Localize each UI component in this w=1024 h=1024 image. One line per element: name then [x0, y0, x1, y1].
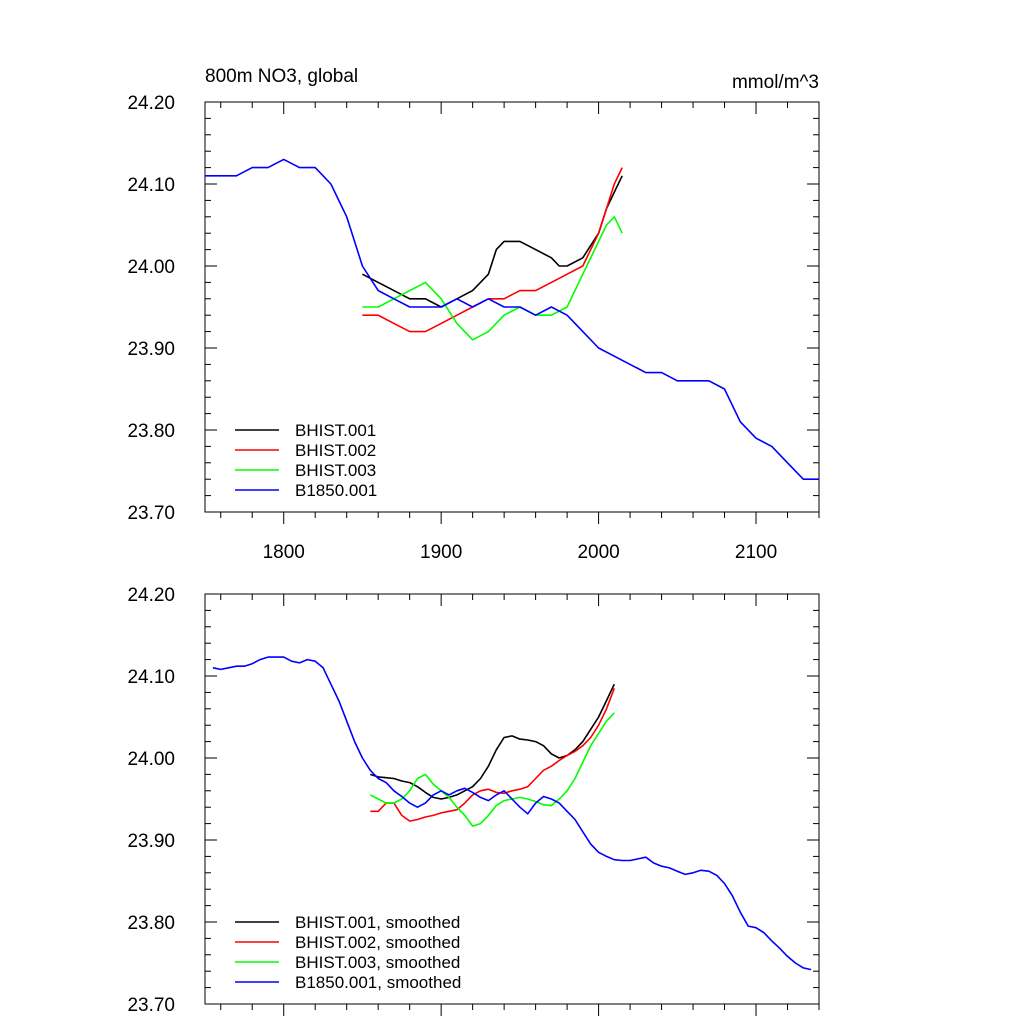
series-line-1 — [370, 688, 616, 822]
y-tick-label: 24.00 — [127, 257, 175, 278]
y-tick-label: 23.80 — [127, 421, 175, 442]
legend-label-2: BHIST.003 — [295, 461, 376, 480]
series-group — [205, 158, 819, 481]
plot-frame — [204, 593, 820, 1005]
units-label: mmol/m^3 — [732, 72, 819, 93]
y-tick-label: 23.80 — [127, 913, 175, 934]
series-line-2 — [362, 216, 623, 341]
chart-title: 800m NO3, global — [205, 66, 358, 87]
x-tick-label: 1900 — [420, 542, 462, 563]
legend-label-1: BHIST.002 — [295, 441, 376, 460]
series-line-0 — [362, 175, 623, 308]
legend-label-1: BHIST.002, smoothed — [295, 933, 460, 952]
y-tick-label: 24.20 — [127, 93, 175, 114]
y-tick-label: 24.20 — [127, 585, 175, 606]
legend-label-3: B1850.001 — [295, 481, 377, 500]
series-line-3 — [205, 158, 819, 481]
series-line-0 — [370, 683, 616, 800]
legend-label-2: BHIST.003, smoothed — [295, 953, 460, 972]
series-line-1 — [362, 167, 623, 333]
legend-label-0: BHIST.001, smoothed — [295, 913, 460, 932]
y-tick-label: 23.70 — [127, 995, 175, 1016]
top-panel: 23.70 23.80 23.90 24.00 24.10 24.20 1800 1900 20… — [127, 66, 820, 563]
series-line-2 — [369, 712, 615, 827]
x-tick-label: 2100 — [735, 542, 777, 563]
y-tick-label: 23.90 — [127, 831, 175, 852]
y-tick-label: 23.90 — [127, 339, 175, 360]
series-line-3 — [212, 656, 812, 971]
y-tick-label: 24.00 — [127, 749, 175, 770]
legend-label-3: B1850.001, smoothed — [295, 973, 461, 992]
plot-frame — [204, 101, 820, 513]
y-tick-label: 23.70 — [127, 503, 175, 524]
x-tick-label: 2000 — [577, 542, 619, 563]
series-group — [212, 656, 812, 971]
bottom-panel: 23.70 23.80 23.90 24.00 24.10 24.20 BHIST.001,… — [127, 585, 820, 1016]
x-tick-label: 1800 — [263, 542, 305, 563]
y-tick-label: 24.10 — [127, 175, 175, 196]
legend-label-0: BHIST.001 — [295, 421, 376, 440]
y-tick-label: 24.10 — [127, 667, 175, 688]
